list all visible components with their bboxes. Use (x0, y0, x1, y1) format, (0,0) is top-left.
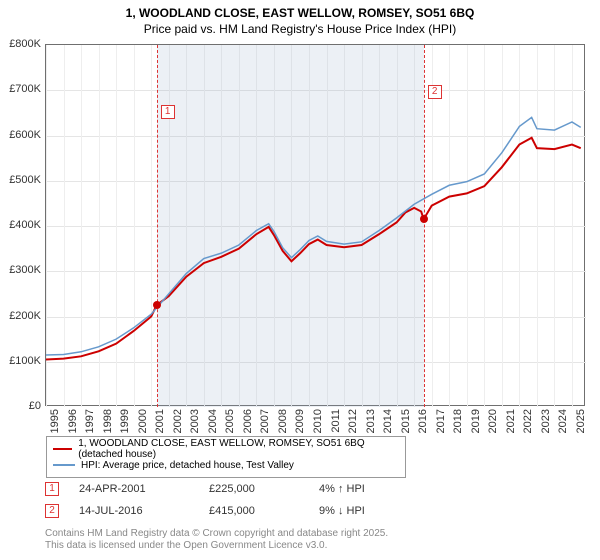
x-axis-label: 1999 (119, 409, 131, 433)
sale-price: £225,000 (209, 483, 299, 495)
x-axis-label: 2021 (505, 409, 517, 433)
y-axis-label: £0 (29, 400, 41, 412)
sale-pct: 4% ↑ HPI (319, 483, 409, 495)
gridline-v (99, 45, 100, 407)
gridline-v (467, 45, 468, 407)
plot: 12 (45, 44, 585, 406)
gridline-v (81, 45, 82, 407)
x-axis-label: 2023 (540, 409, 552, 433)
x-axis-label: 2013 (365, 409, 377, 433)
y-axis-label: £500K (9, 174, 41, 186)
reference-line (157, 45, 158, 407)
chart-container: 1, WOODLAND CLOSE, EAST WELLOW, ROMSEY, … (0, 0, 600, 560)
chart-area: 12 £0£100K£200K£300K£400K£500K£600K£700K… (45, 44, 585, 406)
gridline-v (572, 45, 573, 407)
x-axis-label: 2003 (189, 409, 201, 433)
sales-row: 1 24-APR-2001 £225,000 4% ↑ HPI (45, 480, 409, 498)
x-axis-label: 2007 (259, 409, 271, 433)
x-axis-label: 1995 (49, 409, 61, 433)
legend-label-hpi: HPI: Average price, detached house, Test… (81, 460, 294, 471)
gridline-v (432, 45, 433, 407)
x-axis-label: 2000 (137, 409, 149, 433)
gridline-v (502, 45, 503, 407)
gridline-v (554, 45, 555, 407)
x-axis-label: 2004 (207, 409, 219, 433)
x-axis-label: 2009 (294, 409, 306, 433)
reference-box: 2 (428, 85, 442, 99)
y-axis-label: £200K (9, 310, 41, 322)
sale-date: 14-JUL-2016 (79, 505, 189, 517)
footer-copyright: Contains HM Land Registry data © Crown c… (45, 528, 388, 540)
footer-licence: This data is licensed under the Open Gov… (45, 540, 388, 552)
legend: 1, WOODLAND CLOSE, EAST WELLOW, ROMSEY, … (46, 436, 406, 478)
sale-pct: 9% ↓ HPI (319, 505, 409, 517)
sale-marker (420, 215, 428, 223)
x-axis-label: 2002 (172, 409, 184, 433)
x-axis-label: 2015 (400, 409, 412, 433)
gridline-v (151, 45, 152, 407)
sale-ref-box: 2 (45, 504, 59, 518)
legend-label-price: 1, WOODLAND CLOSE, EAST WELLOW, ROMSEY, … (78, 438, 399, 460)
gridline-v (64, 45, 65, 407)
legend-swatch-hpi (53, 464, 75, 466)
x-axis-label: 2012 (347, 409, 359, 433)
y-axis-label: £600K (9, 129, 41, 141)
title-subtitle: Price paid vs. HM Land Registry's House … (0, 22, 600, 36)
legend-swatch-price (53, 448, 72, 450)
title-block: 1, WOODLAND CLOSE, EAST WELLOW, ROMSEY, … (0, 0, 600, 38)
y-axis-label: £300K (9, 264, 41, 276)
sale-marker (153, 301, 161, 309)
x-axis-label: 2025 (575, 409, 587, 433)
x-axis-label: 2024 (557, 409, 569, 433)
gridline-v (116, 45, 117, 407)
y-axis-label: £800K (9, 38, 41, 50)
x-axis-label: 2017 (435, 409, 447, 433)
gridline-v (449, 45, 450, 407)
x-axis-label: 1998 (102, 409, 114, 433)
x-axis-label: 2018 (452, 409, 464, 433)
gridline-v (484, 45, 485, 407)
x-axis-label: 1996 (67, 409, 79, 433)
sale-price: £415,000 (209, 505, 299, 517)
gridline-v (537, 45, 538, 407)
sales-row: 2 14-JUL-2016 £415,000 9% ↓ HPI (45, 502, 409, 520)
x-axis-label: 2001 (154, 409, 166, 433)
gridline-v (46, 45, 47, 407)
x-axis-label: 2020 (487, 409, 499, 433)
legend-row: 1, WOODLAND CLOSE, EAST WELLOW, ROMSEY, … (53, 441, 399, 457)
x-axis-label: 2008 (277, 409, 289, 433)
x-axis-label: 1997 (84, 409, 96, 433)
shade-band (157, 45, 424, 407)
sales-table: 1 24-APR-2001 £225,000 4% ↑ HPI 2 14-JUL… (45, 480, 409, 524)
footer: Contains HM Land Registry data © Crown c… (45, 528, 388, 552)
x-axis-label: 2022 (522, 409, 534, 433)
sale-date: 24-APR-2001 (79, 483, 189, 495)
x-axis-label: 2019 (470, 409, 482, 433)
gridline-v (134, 45, 135, 407)
reference-line (424, 45, 425, 407)
x-axis-label: 2010 (312, 409, 324, 433)
x-axis-label: 2016 (417, 409, 429, 433)
reference-box: 1 (161, 105, 175, 119)
sale-ref-box: 1 (45, 482, 59, 496)
y-axis-label: £100K (9, 355, 41, 367)
x-axis-label: 2011 (330, 409, 342, 433)
x-axis-label: 2006 (242, 409, 254, 433)
title-address: 1, WOODLAND CLOSE, EAST WELLOW, ROMSEY, … (0, 6, 600, 20)
y-axis-label: £700K (9, 83, 41, 95)
x-axis-label: 2014 (382, 409, 394, 433)
gridline-v (519, 45, 520, 407)
x-axis-label: 2005 (224, 409, 236, 433)
y-axis-label: £400K (9, 219, 41, 231)
